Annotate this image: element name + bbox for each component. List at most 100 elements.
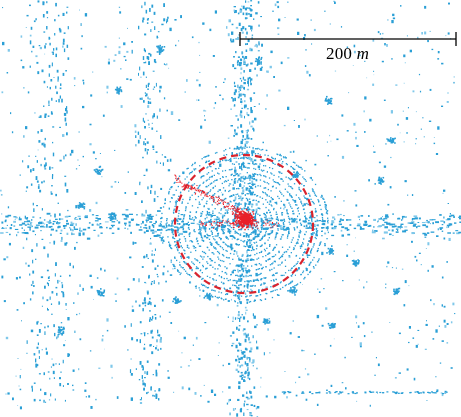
map-point — [231, 345, 234, 347]
map-point — [361, 228, 365, 230]
map-point — [214, 102, 217, 105]
map-point — [251, 175, 253, 179]
map-point — [1, 213, 3, 215]
map-point — [160, 51, 162, 54]
map-point — [237, 12, 240, 15]
map-point — [301, 203, 303, 205]
map-point — [208, 160, 210, 162]
map-point — [312, 259, 314, 261]
map-point — [36, 243, 38, 247]
map-point — [246, 391, 248, 395]
map-point — [432, 338, 435, 340]
map-point — [43, 105, 45, 107]
map-point — [58, 27, 61, 31]
map-point — [308, 391, 311, 393]
map-point — [251, 226, 254, 230]
map-point — [33, 20, 36, 23]
map-point — [304, 65, 307, 67]
map-point — [263, 282, 265, 284]
map-point — [213, 247, 216, 249]
map-point — [95, 171, 98, 173]
map-point — [56, 91, 58, 95]
map-point — [237, 96, 240, 99]
map-point — [308, 264, 310, 266]
map-point — [281, 262, 283, 264]
map-point — [214, 290, 216, 292]
map-point — [270, 286, 272, 288]
map-point — [241, 157, 244, 159]
map-point — [151, 232, 155, 234]
map-point — [274, 238, 277, 240]
map-point — [120, 89, 123, 91]
map-point — [227, 300, 230, 302]
map-point — [243, 403, 245, 407]
map-point — [99, 153, 101, 154]
map-point — [50, 233, 52, 236]
map-point — [284, 17, 286, 18]
map-point — [207, 184, 210, 187]
map-point — [299, 245, 302, 247]
map-point — [201, 237, 204, 239]
map-point — [53, 77, 55, 78]
map-point — [446, 101, 449, 103]
map-point — [298, 197, 300, 199]
map-point — [72, 265, 74, 269]
map-point — [140, 223, 142, 225]
map-point — [222, 187, 225, 189]
map-point — [334, 391, 337, 394]
map-point — [243, 62, 246, 65]
map-point — [173, 298, 175, 300]
map-point — [207, 212, 209, 214]
map-point — [389, 224, 393, 226]
map-point — [230, 40, 233, 43]
map-point — [87, 226, 91, 229]
map-point — [407, 222, 412, 224]
map-point — [287, 235, 289, 237]
map-point — [285, 284, 287, 286]
map-point — [257, 207, 259, 209]
map-point — [256, 44, 258, 48]
map-point — [174, 181, 176, 184]
map-point — [273, 208, 275, 211]
map-point — [288, 230, 290, 232]
map-point — [225, 244, 228, 246]
map-point — [154, 230, 157, 233]
map-point — [71, 232, 73, 236]
map-point — [268, 219, 272, 222]
map-point — [247, 162, 249, 165]
map-point — [297, 174, 299, 177]
map-point — [191, 205, 194, 207]
map-point — [204, 285, 206, 287]
map-point — [219, 202, 221, 204]
map-point — [378, 177, 380, 179]
map-point — [189, 281, 191, 283]
map-point — [429, 219, 434, 221]
map-point — [214, 393, 217, 396]
map-point — [177, 230, 179, 232]
map-point — [241, 107, 243, 109]
map-point — [244, 115, 245, 119]
map-point — [302, 254, 304, 256]
map-point — [95, 215, 99, 217]
map-point — [327, 231, 329, 234]
map-point — [297, 165, 299, 167]
map-point — [300, 190, 302, 192]
map-point — [279, 172, 281, 174]
map-point — [253, 178, 255, 180]
map-point — [248, 209, 250, 213]
map-point — [168, 243, 171, 245]
map-point — [237, 233, 240, 235]
map-point — [281, 234, 283, 236]
map-point — [251, 203, 253, 205]
map-point — [206, 213, 209, 215]
map-point — [233, 228, 235, 230]
map-point — [263, 187, 265, 189]
map-point — [392, 234, 394, 236]
map-point — [423, 136, 425, 138]
map-point — [291, 188, 294, 190]
map-point — [219, 163, 222, 167]
map-point — [281, 391, 284, 393]
map-point — [258, 263, 260, 265]
map-point — [177, 270, 179, 272]
map-point — [240, 110, 243, 114]
